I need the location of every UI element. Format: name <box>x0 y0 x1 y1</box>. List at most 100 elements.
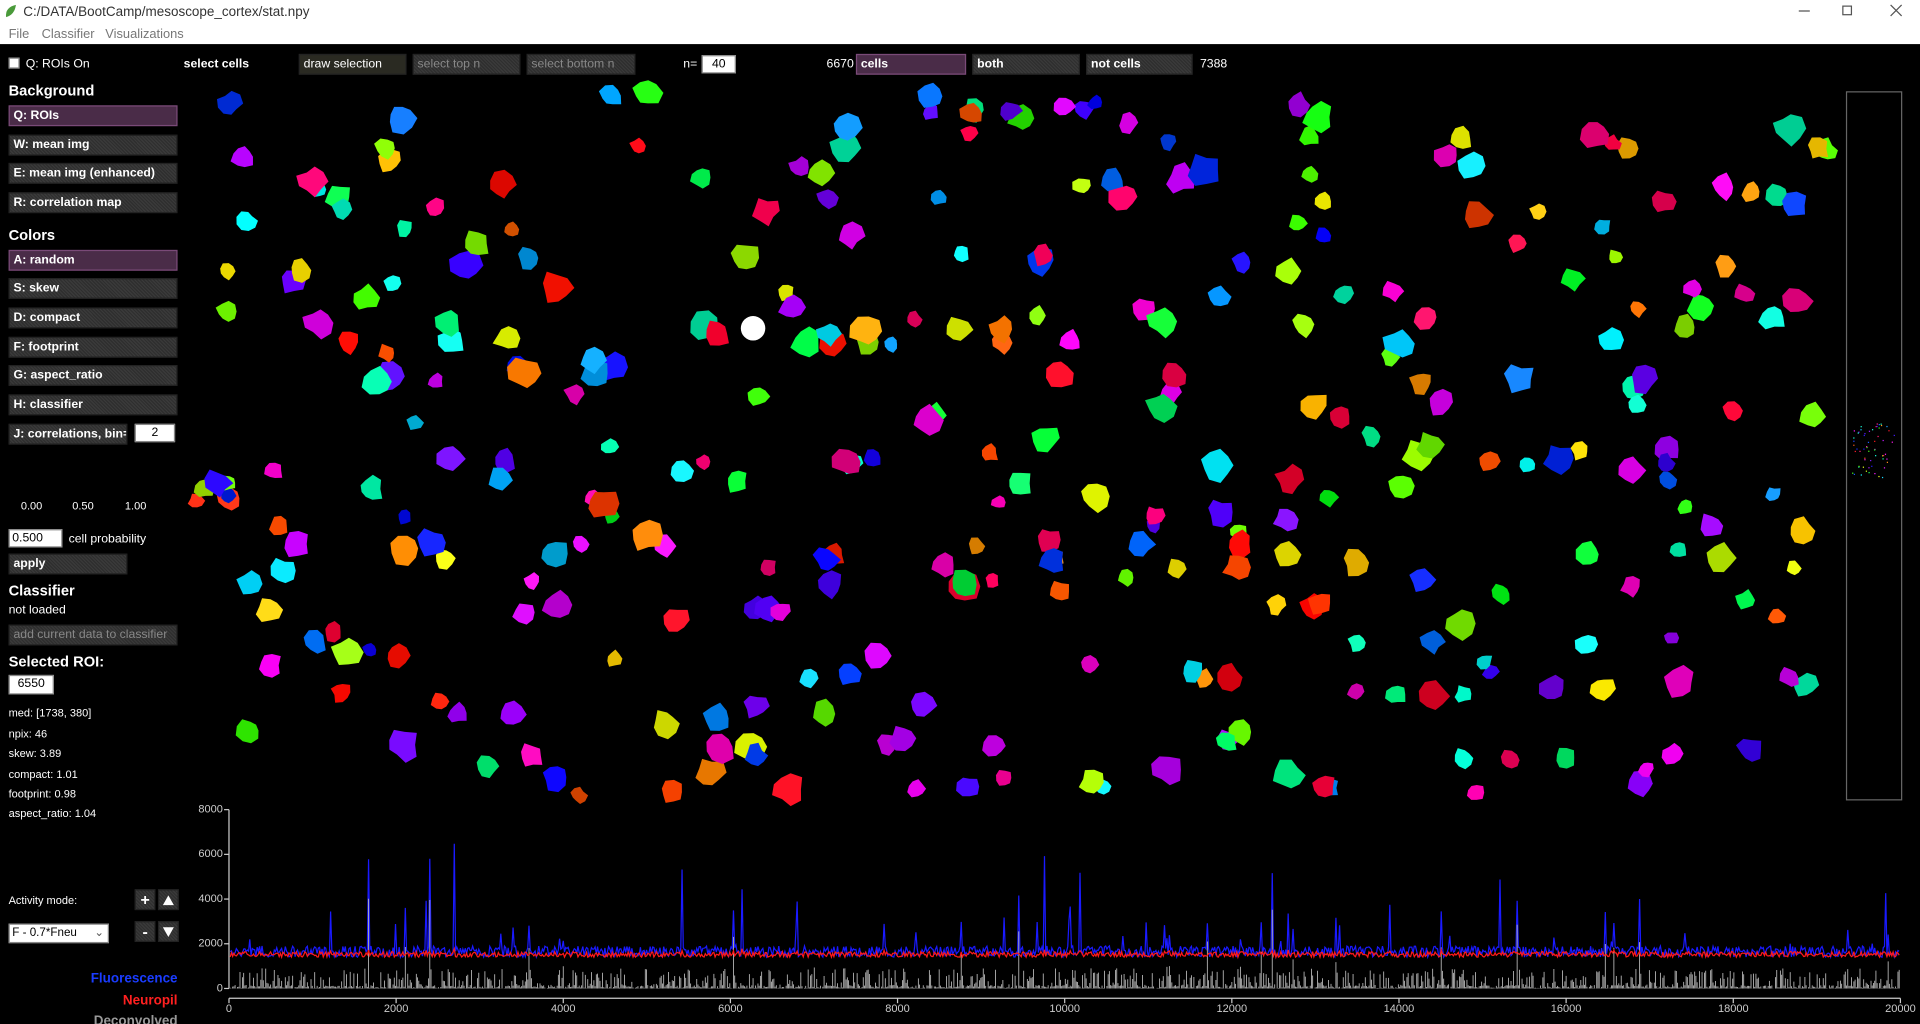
button[interactable]: F: footprint <box>8 336 178 358</box>
mini-roi <box>1868 430 1871 432</box>
roi <box>1706 542 1737 573</box>
x-tick-label: 20000 <box>1885 1003 1916 1015</box>
button[interactable]: apply <box>8 553 128 575</box>
roi <box>1037 529 1061 552</box>
roi <box>1312 775 1335 798</box>
roi <box>743 695 770 719</box>
roi <box>1049 580 1069 601</box>
button[interactable]: J: correlations, bin= <box>8 423 128 445</box>
mini-roi <box>1854 450 1856 453</box>
roi <box>1117 568 1134 587</box>
roi <box>1589 679 1616 701</box>
button[interactable]: add current data to classifier <box>8 624 178 646</box>
menu-item[interactable]: Visualizations <box>105 26 184 42</box>
button[interactable]: draw selection <box>298 53 407 75</box>
roi <box>981 443 998 461</box>
roi-image[interactable] <box>187 80 1895 807</box>
roi <box>1274 541 1302 567</box>
roi <box>1183 659 1203 683</box>
button[interactable]: E: mean img (enhanced) <box>8 162 178 184</box>
roi <box>1315 227 1332 243</box>
roi <box>1658 452 1676 472</box>
button[interactable]: G: aspect_ratio <box>8 365 178 386</box>
button[interactable]: W: mean img <box>8 134 178 156</box>
checkbox[interactable] <box>8 57 20 69</box>
button[interactable]: - <box>134 921 156 942</box>
roi <box>360 474 383 500</box>
probability-input[interactable]: 0.500 <box>8 529 63 548</box>
roi <box>702 702 729 731</box>
status: not loaded <box>8 603 66 618</box>
roi <box>1385 685 1406 703</box>
button[interactable]: R: correlation map <box>8 192 178 214</box>
roi <box>488 467 513 491</box>
roi <box>1570 441 1588 461</box>
roi <box>1275 257 1302 285</box>
button[interactable]: not cells <box>1086 53 1193 75</box>
button[interactable]: both <box>972 53 1081 75</box>
button[interactable]: S: skew <box>8 278 178 299</box>
trace-plot: 0 2000 4000 6000 8000 0 2000 4000 6000 8000 10000 1… <box>198 804 1915 1016</box>
roi <box>465 230 489 256</box>
roi <box>985 572 999 588</box>
roi <box>1466 785 1485 800</box>
roi <box>1009 472 1031 495</box>
button[interactable]: D: compact <box>8 307 178 329</box>
button[interactable]: + <box>134 889 156 911</box>
roi <box>770 603 791 622</box>
roi <box>1598 327 1625 350</box>
roi <box>1038 548 1064 573</box>
button[interactable]: cells <box>855 53 967 75</box>
roi <box>434 310 459 337</box>
roi <box>435 549 456 570</box>
neuropil-trace <box>229 946 1900 960</box>
roi <box>1418 680 1451 710</box>
roi <box>330 637 364 665</box>
x-tick-label: 6000 <box>718 1003 743 1015</box>
button[interactable]: A: random <box>8 249 178 271</box>
menu-item[interactable]: File <box>8 26 30 42</box>
roi-input[interactable]: 6550 <box>8 674 54 695</box>
mini-roi <box>1862 466 1865 468</box>
x-tick-label: 10000 <box>1049 1003 1080 1015</box>
window-controls <box>1798 4 1903 17</box>
bin-input[interactable]: 2 <box>134 423 176 443</box>
button[interactable]: H: classifier <box>8 394 178 416</box>
mini-roi <box>1858 431 1860 433</box>
roi <box>931 552 954 578</box>
roi <box>1029 304 1046 326</box>
button[interactable]: select top n <box>412 53 521 75</box>
dropdown[interactable]: F - 0.7*Fneu ⌄ <box>8 923 109 944</box>
menu-item[interactable]: Classifier <box>41 26 95 42</box>
roi <box>1782 191 1807 216</box>
roi <box>907 310 923 328</box>
roi <box>1272 759 1306 789</box>
button[interactable]: select bottom n <box>526 53 636 75</box>
roi <box>813 698 836 727</box>
n-input[interactable]: 40 <box>701 55 736 74</box>
roi <box>1231 251 1251 274</box>
y-tick-label: 8000 <box>198 804 223 816</box>
roi <box>1700 513 1724 537</box>
button[interactable]: Q: ROIs <box>8 105 178 127</box>
roi <box>518 246 539 270</box>
button[interactable] <box>157 889 179 911</box>
button[interactable] <box>157 921 179 942</box>
roi <box>542 766 567 793</box>
roi <box>427 372 443 388</box>
roi <box>952 569 977 597</box>
dropdown-arrow: ⌄ <box>94 926 105 940</box>
roi <box>1735 589 1756 610</box>
roi <box>661 779 682 803</box>
roi <box>492 326 521 349</box>
roi <box>389 729 417 763</box>
roi <box>1792 672 1820 697</box>
roi <box>1145 393 1178 423</box>
roi <box>437 328 464 352</box>
roi <box>706 320 729 346</box>
roi <box>436 446 466 471</box>
roi <box>1000 102 1024 121</box>
